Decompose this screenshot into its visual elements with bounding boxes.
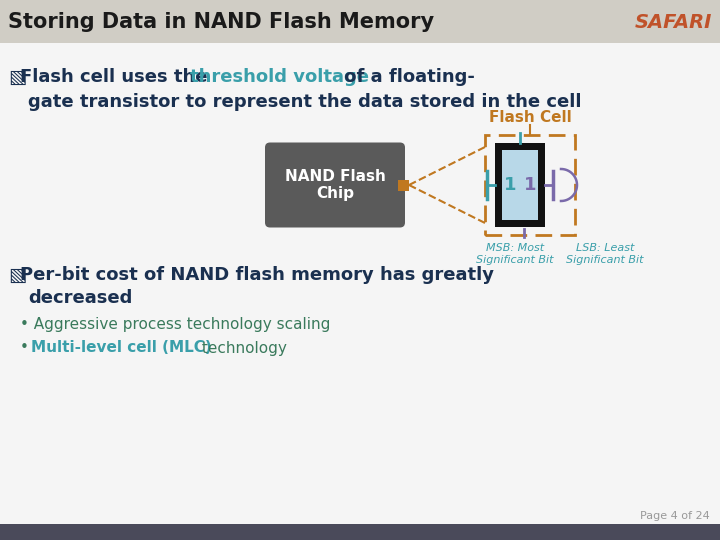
Text: technology: technology [197, 341, 287, 355]
Text: Flash Cell: Flash Cell [489, 110, 572, 125]
Bar [495, 143, 545, 227]
Bar [0, 524, 720, 540]
Text: ▧: ▧ [8, 68, 27, 86]
Text: 1: 1 [503, 176, 516, 194]
FancyBboxPatch shape [265, 143, 405, 227]
Text: •: • [20, 341, 34, 355]
Text: Multi-level cell (MLC): Multi-level cell (MLC) [31, 341, 212, 355]
Text: MSB: Most
Significant Bit: MSB: Most Significant Bit [476, 243, 554, 265]
Bar [398, 179, 409, 191]
Text: Flash cell uses the: Flash cell uses the [20, 68, 214, 86]
Bar [485, 135, 575, 235]
Text: Storing Data in NAND Flash Memory: Storing Data in NAND Flash Memory [8, 12, 434, 32]
Bar [502, 150, 538, 220]
Text: gate transistor to represent the data stored in the cell: gate transistor to represent the data st… [28, 93, 582, 111]
Bar [0, 0, 720, 43]
Text: Per-bit cost of NAND flash memory has greatly: Per-bit cost of NAND flash memory has gr… [20, 266, 494, 284]
Text: 1: 1 [524, 176, 536, 194]
Text: decreased: decreased [28, 289, 132, 307]
Text: NAND Flash
Chip: NAND Flash Chip [284, 169, 385, 201]
Text: of a floating-: of a floating- [338, 68, 475, 86]
Text: LSB: Least
Significant Bit: LSB: Least Significant Bit [566, 243, 644, 265]
Text: Page 4 of 24: Page 4 of 24 [640, 511, 710, 521]
Text: threshold voltage: threshold voltage [190, 68, 369, 86]
Text: • Aggressive process technology scaling: • Aggressive process technology scaling [20, 318, 330, 333]
Text: ▧: ▧ [8, 266, 27, 285]
Text: SAFARI: SAFARI [634, 12, 712, 31]
